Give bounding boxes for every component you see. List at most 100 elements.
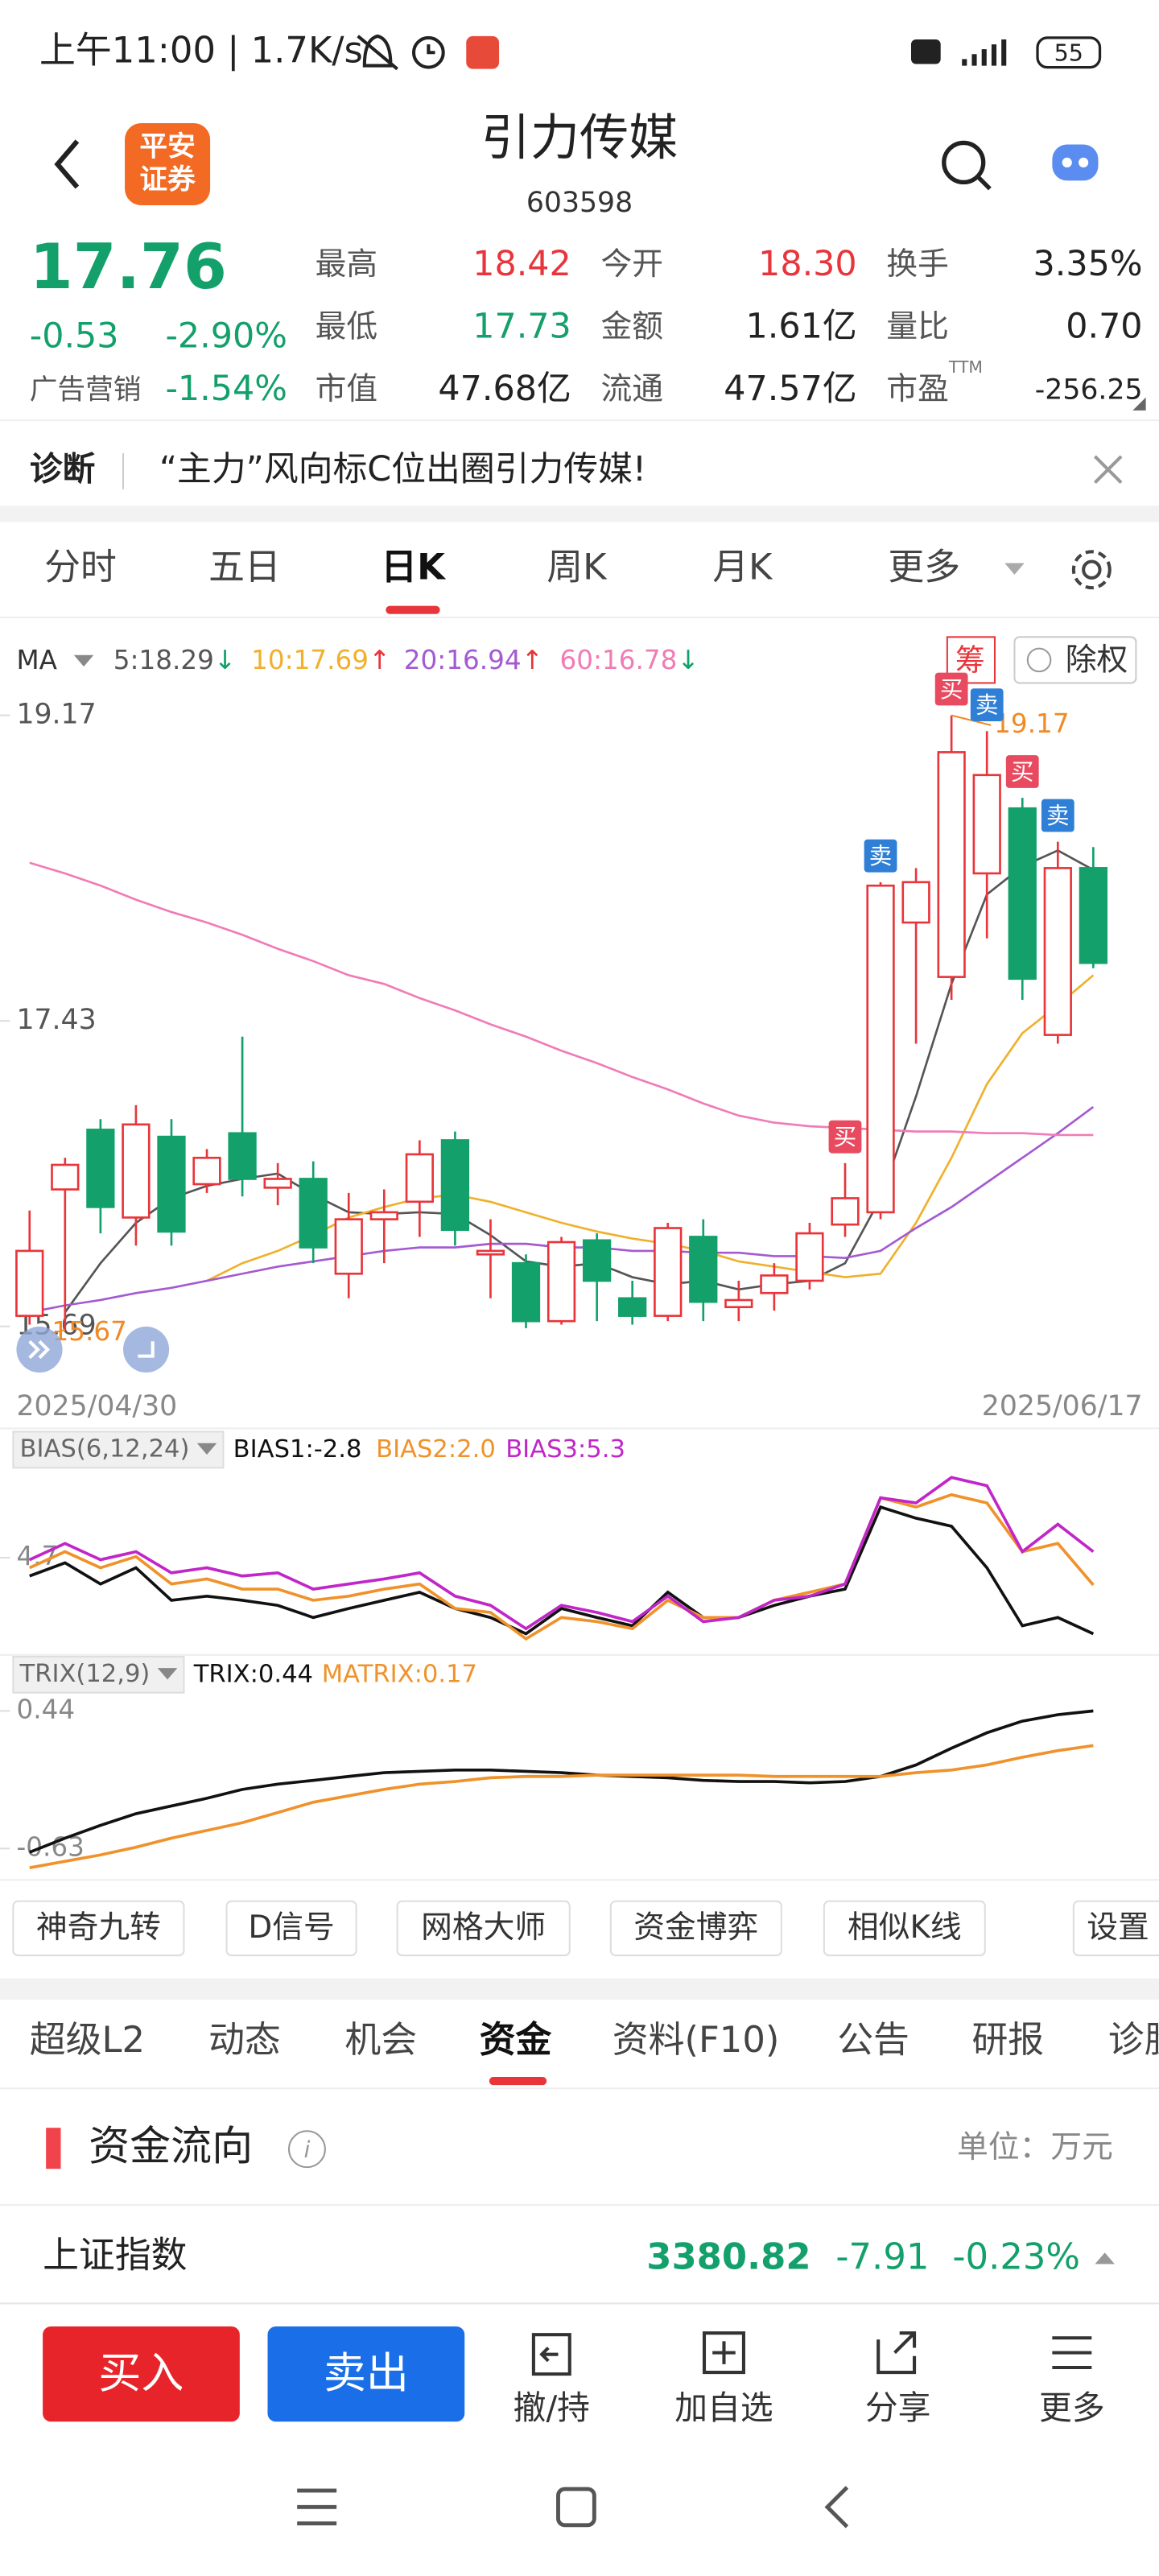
action-label[interactable]: 加自选 [674, 2388, 773, 2427]
chart-tab[interactable]: 分时 [44, 546, 117, 588]
stat-value: -256.25 [1035, 374, 1143, 406]
chart-tab[interactable]: 五日 [208, 546, 281, 588]
app-icon [466, 35, 500, 69]
assistant-button[interactable] [1052, 144, 1099, 181]
rights-button[interactable] [1013, 636, 1137, 684]
x-tick-label: 2025/06/17 [982, 1390, 1143, 1422]
index-value: 3380.82 [646, 2235, 810, 2277]
stat-label: 今开 [601, 246, 663, 283]
legend-trend: ↓ [677, 645, 699, 675]
candle-body [547, 1241, 576, 1323]
separator [0, 506, 1159, 522]
index-change: -7.91 [835, 2235, 929, 2277]
indicator-line [29, 1492, 1095, 1641]
signal-label: 买 [834, 1123, 857, 1150]
section-tab[interactable]: 动态 [208, 2018, 281, 2061]
candle-body [86, 1129, 115, 1208]
tool-button[interactable] [823, 1900, 986, 1957]
back-button[interactable] [54, 139, 80, 189]
candle-body [51, 1163, 80, 1191]
section-tab[interactable]: 资料(F10) [612, 2018, 780, 2061]
tool-label: 相似K线 [848, 1909, 962, 1946]
tool-button[interactable] [396, 1900, 571, 1957]
chart-controls[interactable] [16, 1326, 170, 1373]
legend-entry: BIAS1:-2.8 [233, 1435, 362, 1463]
price: 17.76 [30, 231, 227, 303]
legend-name: BIAS2:2.0 [376, 1435, 496, 1463]
legend-trend: ↓ [214, 645, 236, 675]
section-tab[interactable]: 机会 [344, 2018, 417, 2061]
action-label[interactable]: 撤/持 [514, 2388, 590, 2427]
legend-entry: BIAS3:5.3 [505, 1435, 625, 1463]
stat-label: 量比 [886, 308, 949, 345]
indicator-box[interactable] [12, 1655, 185, 1694]
indicator-box[interactable] [12, 1430, 225, 1469]
tool-button[interactable] [12, 1900, 185, 1957]
candle-body [192, 1156, 221, 1186]
signal-label: 卖 [975, 691, 999, 719]
section-tab[interactable]: 公告 [837, 2018, 909, 2061]
signal-tag [970, 688, 1004, 722]
fund-unit: 单位：万元 [957, 2129, 1113, 2165]
section-tabs: 超级L2 动态 机会 资金 资料(F10) 公告 研报 诊股 [30, 2018, 1159, 2086]
separator [0, 1978, 1159, 2000]
settings-button[interactable] [1071, 550, 1112, 590]
indicator-name[interactable]: MA [16, 645, 57, 675]
nav-bar[interactable] [297, 2486, 849, 2529]
section-tab[interactable]: 研报 [971, 2018, 1044, 2061]
tool-label: 神奇九转 [36, 1909, 161, 1946]
section-tab[interactable]: 诊股 [1108, 2018, 1159, 2061]
stat-value: 18.42 [472, 244, 571, 284]
buy-button[interactable] [43, 2326, 240, 2422]
stat-label: 市盈 [886, 371, 949, 407]
signal-tag [1041, 799, 1074, 832]
section-tab[interactable]: 资金 [480, 2018, 552, 2061]
chart-tab[interactable]: 更多 [888, 546, 960, 588]
legend-name: 10:17.69 [251, 645, 369, 675]
indicator-line [29, 1505, 1095, 1636]
tool-button[interactable] [1072, 1900, 1159, 1957]
rights-label: 除权 [1066, 642, 1128, 678]
change: -0.53 [30, 316, 119, 357]
legend-entry: 60:16.78↓ [560, 645, 699, 675]
tool-button[interactable] [225, 1900, 357, 1957]
sector-pct: -1.54% [165, 369, 287, 409]
chart-tabs: 分时 五日 日K 周K 月K 更多 [44, 546, 960, 614]
chart-tab[interactable]: 月K [712, 546, 773, 588]
max-pointer [951, 714, 992, 726]
close-button[interactable] [1093, 455, 1123, 485]
legend-trend: ↑ [522, 645, 543, 675]
candle-body [228, 1132, 257, 1180]
sell-button[interactable] [267, 2326, 465, 2422]
indicator-line [29, 861, 1094, 1137]
stock-code: 603598 [526, 187, 633, 219]
legend-name: BIAS1:-2.8 [233, 1435, 362, 1463]
stat-value: 17.73 [472, 306, 571, 346]
chart-tab[interactable]: 日K [381, 546, 447, 588]
tool-button[interactable] [609, 1900, 782, 1957]
candle-body [866, 884, 895, 1214]
search-button[interactable] [942, 140, 992, 191]
info-icon[interactable] [287, 2130, 326, 2169]
candle-body [937, 751, 966, 978]
action-label[interactable]: 更多 [1039, 2388, 1105, 2427]
indicator-dropdown [157, 1668, 178, 1680]
tab-indicator [489, 2076, 547, 2086]
notice-tag: 诊断 [30, 449, 96, 488]
stat-label: 最高 [316, 246, 377, 283]
signal-icon [962, 39, 1007, 66]
action-label[interactable]: 分享 [865, 2388, 931, 2427]
stock-name: 引力传媒 [481, 109, 678, 167]
tool-label: 资金博弈 [633, 1909, 758, 1946]
notice-text[interactable]: “主力”风向标C位出圈引力传媒! [159, 449, 646, 489]
index-pct: -0.23% [952, 2235, 1080, 2277]
candle-body [1008, 807, 1037, 980]
chart-tab[interactable]: 周K [547, 546, 608, 588]
indicator-line [29, 1744, 1094, 1869]
expand-arrow[interactable] [1095, 2252, 1115, 2264]
section-tab[interactable]: 超级L2 [30, 2018, 145, 2061]
change-pct: -2.90% [165, 316, 287, 357]
